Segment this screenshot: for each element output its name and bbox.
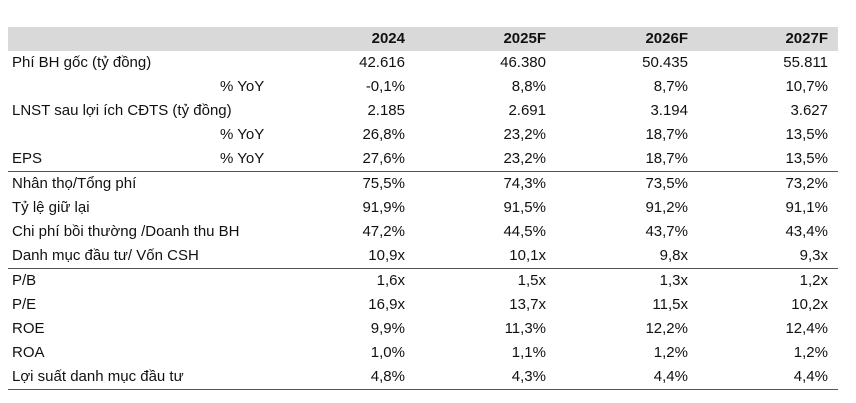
value-2025f: 2.691	[508, 102, 546, 119]
value-2025f: 44,5%	[503, 223, 546, 240]
row-sublabel: % YoY	[220, 126, 265, 143]
value-2024: 42.616	[359, 54, 405, 71]
value-2025f: 4,3%	[511, 368, 546, 385]
value-2026f: 1,3x	[659, 272, 688, 289]
value-2026f: 18,7%	[645, 150, 688, 167]
value-2024: 16,9x	[368, 296, 405, 313]
header-year-2024: 2024	[371, 30, 405, 47]
row-label: P/B	[12, 272, 37, 289]
header-year-2026f: 2026F	[645, 30, 688, 47]
value-2025f: 1,1%	[511, 344, 546, 361]
value-2027f: 73,2%	[785, 175, 828, 192]
value-2027f: 1,2x	[799, 272, 828, 289]
value-2026f: 12,2%	[645, 320, 688, 337]
value-2027f: 55.811	[783, 54, 828, 71]
value-2026f: 18,7%	[645, 126, 688, 143]
value-2024: 10,9x	[368, 247, 405, 264]
value-2026f: 1,2%	[653, 344, 688, 361]
value-2024: 4,8%	[370, 368, 405, 385]
row-label: Nhân thọ/Tổng phí	[12, 175, 137, 192]
row-label: Tỷ lệ giữ lại	[12, 199, 90, 216]
table-row: Tỷ lệ giữ lại 91,9% 91,5% 91,2% 91,1%	[8, 196, 838, 220]
table-row: EPS % YoY 27,6% 23,2% 18,7% 13,5%	[8, 147, 838, 172]
value-2026f: 43,7%	[645, 223, 688, 240]
value-2024: 75,5%	[362, 175, 405, 192]
header-row: 2024 2025F 2026F 2027F	[8, 27, 838, 51]
value-2025f: 91,5%	[503, 199, 546, 216]
row-label: Chi phí bồi thường /Doanh thu BH	[12, 223, 240, 240]
row-label: ROA	[12, 344, 45, 361]
value-2025f: 8,8%	[511, 78, 546, 95]
header-year-2025f: 2025F	[503, 30, 546, 47]
row-sublabel: % YoY	[220, 78, 265, 95]
row-label: EPS	[12, 150, 43, 167]
row-sublabel: % YoY	[220, 150, 265, 167]
value-2027f: 1,2%	[793, 344, 828, 361]
value-2026f: 8,7%	[653, 78, 688, 95]
value-2025f: 13,7x	[509, 296, 546, 313]
table-row: ROE 9,9% 11,3% 12,2% 12,4%	[8, 317, 838, 341]
value-2024: 91,9%	[362, 199, 405, 216]
table-row: LNST sau lợi ích CĐTS (tỷ đồng) 2.185 2.…	[8, 99, 838, 123]
value-2024: 26,8%	[362, 126, 405, 143]
table-row: Nhân thọ/Tổng phí 75,5% 74,3% 73,5% 73,2…	[8, 172, 838, 196]
table-row: ROA 1,0% 1,1% 1,2% 1,2%	[8, 341, 838, 365]
table-row: % YoY -0,1% 8,8% 8,7% 10,7%	[8, 75, 838, 99]
row-label: Danh mục đầu tư/ Vốn CSH	[12, 247, 199, 264]
value-2026f: 91,2%	[645, 199, 688, 216]
value-2027f: 10,2x	[791, 296, 828, 313]
table-row: Phí BH gốc (tỷ đồng) 42.616 46.380 50.43…	[8, 51, 838, 75]
value-2026f: 73,5%	[645, 175, 688, 192]
value-2025f: 74,3%	[503, 175, 546, 192]
value-2026f: 11,5x	[652, 296, 688, 313]
value-2026f: 4,4%	[653, 368, 688, 385]
value-2024: 9,9%	[370, 320, 405, 337]
value-2025f: 10,1x	[509, 247, 546, 264]
value-2024: 1,0%	[370, 344, 405, 361]
row-label: LNST sau lợi ích CĐTS (tỷ đồng)	[12, 102, 232, 119]
value-2027f: 13,5%	[785, 150, 828, 167]
value-2027f: 13,5%	[785, 126, 828, 143]
forecast-table: 2024 2025F 2026F 2027F Phí BH gốc (tỷ đồ…	[8, 27, 838, 390]
value-2026f: 3.194	[650, 102, 688, 119]
row-label: P/E	[12, 296, 37, 313]
row-label: ROE	[12, 320, 45, 337]
value-2025f: 11,3%	[504, 320, 546, 337]
value-2025f: 23,2%	[503, 126, 546, 143]
value-2024: 2.185	[367, 102, 405, 119]
value-2025f: 1,5x	[517, 272, 546, 289]
value-2027f: 3.627	[790, 102, 828, 119]
value-2027f: 9,3x	[799, 247, 828, 264]
value-2027f: 4,4%	[793, 368, 828, 385]
table-row: Lợi suất danh mục đầu tư 4,8% 4,3% 4,4% …	[8, 365, 838, 390]
value-2026f: 9,8x	[659, 247, 688, 264]
value-2024: 47,2%	[362, 223, 405, 240]
value-2024: 1,6x	[376, 272, 405, 289]
value-2024: -0,1%	[365, 78, 405, 95]
value-2027f: 12,4%	[785, 320, 828, 337]
value-2027f: 43,4%	[785, 223, 828, 240]
table-row: P/B 1,6x 1,5x 1,3x 1,2x	[8, 269, 838, 293]
table-row: Danh mục đầu tư/ Vốn CSH 10,9x 10,1x 9,8…	[8, 244, 838, 269]
row-label: Lợi suất danh mục đầu tư	[12, 368, 184, 385]
value-2025f: 23,2%	[503, 150, 546, 167]
value-2025f: 46.380	[500, 54, 546, 71]
value-2027f: 91,1%	[785, 199, 828, 216]
table-row: P/E 16,9x 13,7x 11,5x 10,2x	[8, 293, 838, 317]
table-row: Chi phí bồi thường /Doanh thu BH 47,2% 4…	[8, 220, 838, 244]
table-row: % YoY 26,8% 23,2% 18,7% 13,5%	[8, 123, 838, 147]
row-label: Phí BH gốc (tỷ đồng)	[12, 54, 152, 71]
value-2024: 27,6%	[362, 150, 405, 167]
header-year-2027f: 2027F	[785, 30, 828, 47]
value-2027f: 10,7%	[785, 78, 828, 95]
value-2026f: 50.435	[642, 54, 688, 71]
